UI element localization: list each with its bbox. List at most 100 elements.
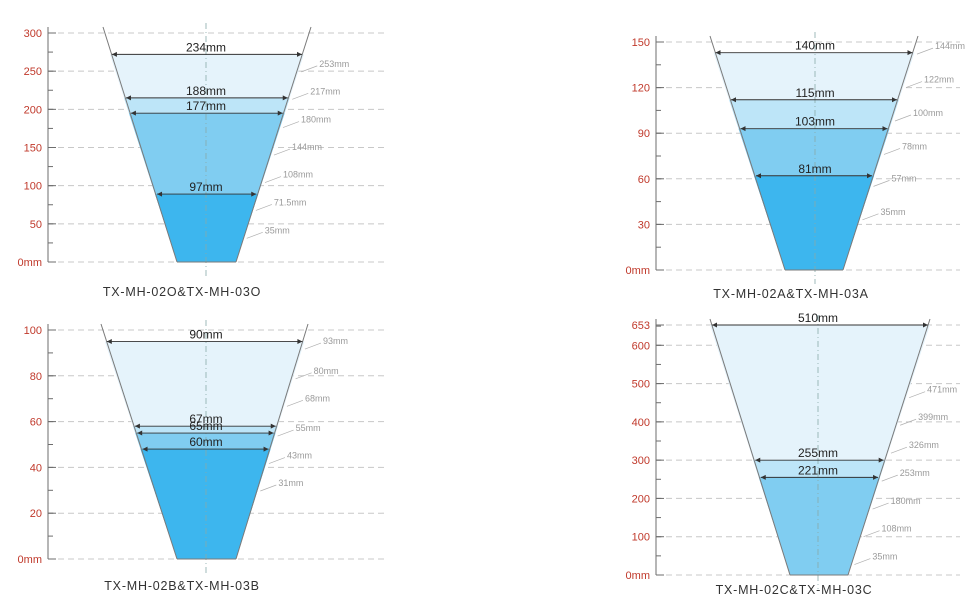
water-level-fill xyxy=(754,175,874,270)
dimension-leader xyxy=(916,47,934,55)
y-tick-label: 100 xyxy=(632,532,650,544)
y-tick-label: 150 xyxy=(632,37,650,49)
diagram-caption: TX-MH-02A&TX-MH-03A xyxy=(713,287,869,301)
y-tick-label: 100 xyxy=(24,181,42,193)
y-tick-label: 600 xyxy=(632,340,650,352)
right-wall xyxy=(235,323,309,560)
dimension-leader xyxy=(890,446,908,454)
side-dimension-label: 471mm xyxy=(927,385,957,395)
water-level-fill xyxy=(140,449,271,559)
y-tick-label: 250 xyxy=(24,66,42,78)
side-dimension-label: 80mm xyxy=(314,366,339,376)
side-dimension-label: 35mm xyxy=(265,225,290,235)
side-dimension-label: 31mm xyxy=(278,478,303,488)
arrowhead-left xyxy=(111,51,117,57)
dimension-leader xyxy=(854,558,871,565)
arrowhead-left xyxy=(715,50,721,56)
arrowhead-left xyxy=(755,457,761,463)
left-wall xyxy=(709,35,786,271)
side-dimension-label: 217mm xyxy=(310,86,340,96)
width-label: 234mm xyxy=(186,40,226,54)
side-dimension-label: 144mm xyxy=(292,142,322,152)
y-tick-label: 0mm xyxy=(18,257,42,269)
arrowhead-right xyxy=(263,446,269,452)
dimension-leader xyxy=(277,429,294,437)
side-dimension-label: 35mm xyxy=(872,552,897,562)
side-dimension-label: 78mm xyxy=(902,141,927,151)
dimension-leader xyxy=(286,399,304,407)
arrowhead-right xyxy=(268,430,274,436)
y-tick-label: 60 xyxy=(638,174,650,186)
side-dimension-label: 71.5mm xyxy=(274,197,307,207)
dimension-leader xyxy=(863,530,880,537)
panel-tx-mh-02c: 0mm 100 200 300 400 500 600 653 471mm 399mm 326mm… xyxy=(626,311,960,597)
arrowhead-right xyxy=(878,457,884,463)
arrowhead-right xyxy=(251,191,257,197)
arrowhead-right xyxy=(270,423,276,429)
dimension-leader xyxy=(873,180,890,187)
y-tick-label: 200 xyxy=(632,493,650,505)
width-label: 177mm xyxy=(186,99,226,113)
y-tick-label: 0mm xyxy=(626,570,650,582)
width-label: 97mm xyxy=(189,180,222,194)
left-wall xyxy=(709,318,791,576)
y-tick-label: 300 xyxy=(24,28,42,40)
dimension-leader xyxy=(304,342,322,350)
dimension-leader xyxy=(282,121,300,128)
arrowhead-left xyxy=(157,191,163,197)
y-tick-label: 0mm xyxy=(626,265,650,277)
water-level-fill xyxy=(710,325,930,575)
width-label: 510mm xyxy=(798,311,838,325)
width-label: 188mm xyxy=(186,84,226,98)
side-dimension-label: 253mm xyxy=(900,468,930,478)
side-dimension-label: 68mm xyxy=(305,393,330,403)
arrowhead-right xyxy=(297,51,302,57)
y-tick-label: 200 xyxy=(24,104,42,116)
side-dimension-label: 326mm xyxy=(909,440,939,450)
arrowhead-left xyxy=(760,474,766,480)
panel-tx-mh-02a: 0mm 30 60 90 120 150 144mm 122mm 100mm 78mm 57mm 3… xyxy=(626,32,965,301)
dimension-leader xyxy=(295,372,312,380)
width-label: 81mm xyxy=(798,162,831,176)
arrowhead-left xyxy=(712,322,717,328)
y-tick-label: 500 xyxy=(632,379,650,391)
diagram-caption: TX-MH-02B&TX-MH-03B xyxy=(104,579,260,593)
width-label: 90mm xyxy=(189,327,222,341)
side-dimension-label: 180mm xyxy=(891,496,921,506)
right-wall xyxy=(847,318,931,576)
y-tick-label: 400 xyxy=(632,417,650,429)
side-dimension-label: 93mm xyxy=(323,336,348,346)
side-dimension-label: 55mm xyxy=(296,423,321,433)
arrowhead-right xyxy=(282,95,288,101)
y-tick-label: 90 xyxy=(638,128,650,140)
width-label: 65mm xyxy=(189,419,222,433)
y-tick-label: 40 xyxy=(30,462,42,474)
arrowhead-right xyxy=(907,50,913,56)
side-dimension-label: 108mm xyxy=(283,170,313,180)
arrowhead-left xyxy=(125,95,131,101)
arrowhead-right xyxy=(873,474,879,480)
side-dimension-label: 108mm xyxy=(882,524,912,534)
y-tick-label: 120 xyxy=(632,83,650,95)
width-label: 60mm xyxy=(189,435,222,449)
side-dimension-label: 57mm xyxy=(892,173,917,183)
diagram-caption: TX-MH-02C&TX-MH-03C xyxy=(716,583,873,597)
y-tick-label: 50 xyxy=(30,219,42,231)
dimension-leader xyxy=(894,114,912,122)
dimension-leader xyxy=(246,231,263,239)
right-wall xyxy=(235,26,312,263)
arrowhead-left xyxy=(137,430,143,436)
arrowhead-left xyxy=(106,338,112,344)
width-label: 140mm xyxy=(795,39,835,53)
dimension-leader xyxy=(862,213,879,221)
side-dimension-label: 180mm xyxy=(301,115,331,125)
arrowhead-left xyxy=(142,446,148,452)
left-wall xyxy=(100,323,178,560)
arrowhead-right xyxy=(867,173,872,179)
arrowhead-right xyxy=(277,110,283,116)
side-dimension-label: 35mm xyxy=(881,207,906,217)
dimension-leader xyxy=(883,148,901,155)
side-dimension-label: 253mm xyxy=(319,59,349,69)
arrowhead-left xyxy=(134,423,140,429)
